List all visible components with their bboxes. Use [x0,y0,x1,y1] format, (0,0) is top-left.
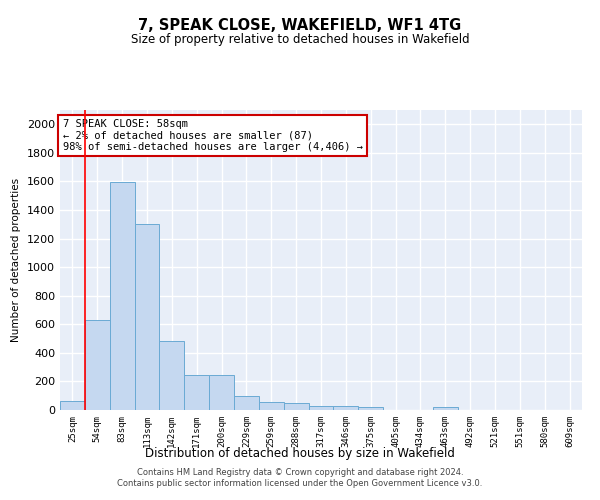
Bar [284,403,308,410]
Bar [334,406,358,410]
Bar [358,407,383,410]
Bar [110,182,134,410]
Bar [184,374,209,410]
Bar [160,342,184,410]
Bar [234,396,259,410]
Bar [308,406,334,410]
Bar [259,402,284,410]
Y-axis label: Number of detached properties: Number of detached properties [11,178,22,342]
Text: Size of property relative to detached houses in Wakefield: Size of property relative to detached ho… [131,32,469,46]
Bar [134,224,160,410]
Text: Contains HM Land Registry data © Crown copyright and database right 2024.
Contai: Contains HM Land Registry data © Crown c… [118,468,482,487]
Bar [433,407,458,410]
Text: 7 SPEAK CLOSE: 58sqm
← 2% of detached houses are smaller (87)
98% of semi-detach: 7 SPEAK CLOSE: 58sqm ← 2% of detached ho… [62,119,362,152]
Bar [60,401,85,410]
Text: Distribution of detached houses by size in Wakefield: Distribution of detached houses by size … [145,448,455,460]
Bar [209,374,234,410]
Text: 7, SPEAK CLOSE, WAKEFIELD, WF1 4TG: 7, SPEAK CLOSE, WAKEFIELD, WF1 4TG [139,18,461,32]
Bar [85,320,110,410]
